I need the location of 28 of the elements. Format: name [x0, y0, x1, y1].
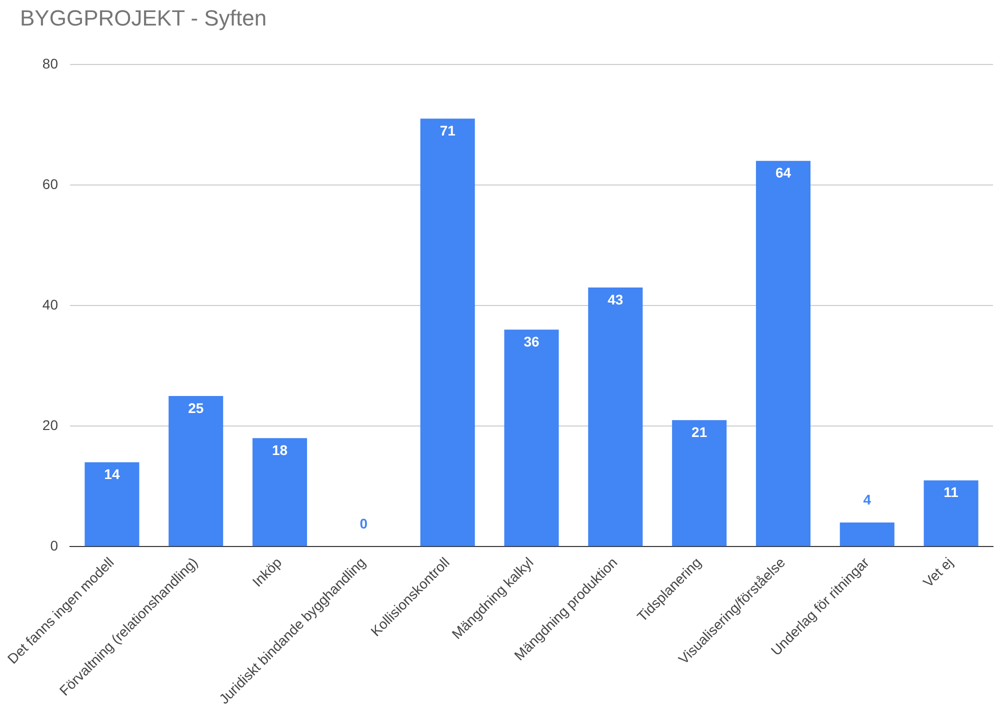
data-label: 36: [524, 334, 540, 350]
bar: [756, 160, 810, 546]
bar: [588, 287, 643, 546]
data-label: 64: [775, 164, 792, 181]
y-tick-label: 40: [42, 296, 58, 312]
bar: [672, 420, 727, 546]
data-label: 11: [944, 484, 959, 500]
bar: [420, 118, 475, 546]
bar: [168, 396, 224, 546]
bar: [924, 480, 978, 546]
y-tick-label: 60: [42, 176, 58, 192]
y-tick-label: 20: [42, 416, 58, 433]
bar: [840, 522, 894, 546]
data-label: 71: [440, 122, 456, 139]
bar: [84, 462, 140, 546]
x-tick-label: Vet ej: [920, 554, 956, 590]
chart-title: BYGGPROJEKT - Syften: [20, 5, 267, 30]
data-label: 25: [188, 400, 204, 416]
data-label: 4: [863, 491, 872, 508]
bar: [252, 438, 308, 546]
y-tick-label: 80: [42, 55, 58, 72]
y-tick-label: 0: [50, 538, 58, 554]
data-label: 43: [608, 291, 624, 308]
data-label: 21: [692, 424, 708, 440]
data-label: 18: [272, 442, 288, 458]
bar: [504, 330, 559, 546]
data-label: 0: [360, 516, 368, 532]
data-label: 14: [104, 466, 120, 482]
